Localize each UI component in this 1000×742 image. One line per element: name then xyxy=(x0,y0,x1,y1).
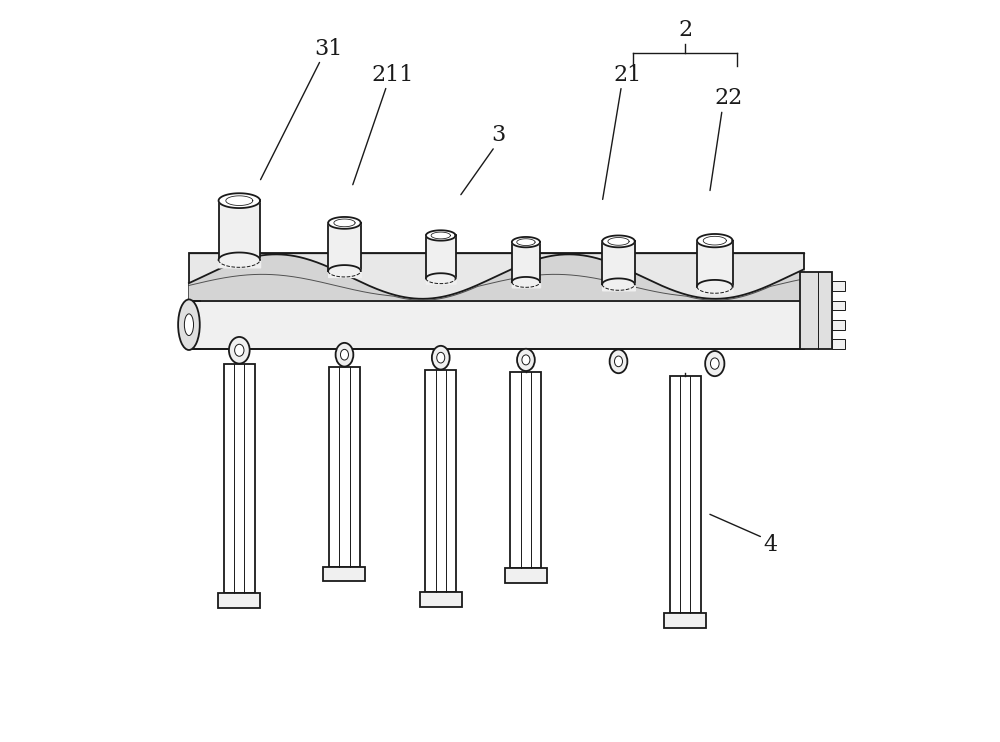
Text: 22: 22 xyxy=(714,88,742,110)
Polygon shape xyxy=(426,230,456,240)
Text: 3: 3 xyxy=(491,125,506,146)
Ellipse shape xyxy=(710,358,719,370)
Polygon shape xyxy=(189,301,804,349)
Polygon shape xyxy=(832,301,845,310)
Polygon shape xyxy=(697,240,733,286)
Polygon shape xyxy=(602,241,635,284)
Ellipse shape xyxy=(614,356,622,367)
Ellipse shape xyxy=(437,352,445,363)
Text: 211: 211 xyxy=(371,64,414,86)
Polygon shape xyxy=(512,242,540,282)
Text: 21: 21 xyxy=(613,64,642,86)
Polygon shape xyxy=(832,320,845,329)
Polygon shape xyxy=(800,272,832,349)
Ellipse shape xyxy=(517,349,535,371)
Polygon shape xyxy=(602,235,635,247)
Polygon shape xyxy=(505,568,547,582)
Ellipse shape xyxy=(336,343,353,367)
Polygon shape xyxy=(510,372,541,568)
Polygon shape xyxy=(697,234,733,247)
Ellipse shape xyxy=(610,349,627,373)
Polygon shape xyxy=(328,223,361,271)
Polygon shape xyxy=(328,217,361,229)
Polygon shape xyxy=(512,237,540,247)
Polygon shape xyxy=(329,367,360,567)
Ellipse shape xyxy=(229,337,250,364)
Polygon shape xyxy=(664,613,706,628)
Polygon shape xyxy=(323,567,365,581)
Polygon shape xyxy=(219,193,260,208)
Polygon shape xyxy=(426,235,456,278)
Polygon shape xyxy=(832,281,845,291)
Text: 4: 4 xyxy=(763,534,777,556)
Text: 2: 2 xyxy=(678,19,692,42)
Ellipse shape xyxy=(340,349,348,360)
Polygon shape xyxy=(219,200,260,260)
Polygon shape xyxy=(832,339,845,349)
Text: 31: 31 xyxy=(314,38,342,60)
Polygon shape xyxy=(420,591,462,606)
Ellipse shape xyxy=(235,344,244,356)
Ellipse shape xyxy=(432,346,450,370)
Polygon shape xyxy=(670,376,701,613)
Ellipse shape xyxy=(178,300,200,350)
Ellipse shape xyxy=(522,355,530,365)
Polygon shape xyxy=(218,593,260,608)
Polygon shape xyxy=(189,252,804,301)
Ellipse shape xyxy=(184,314,194,335)
Polygon shape xyxy=(425,370,456,591)
Ellipse shape xyxy=(705,351,724,376)
Polygon shape xyxy=(224,364,255,593)
